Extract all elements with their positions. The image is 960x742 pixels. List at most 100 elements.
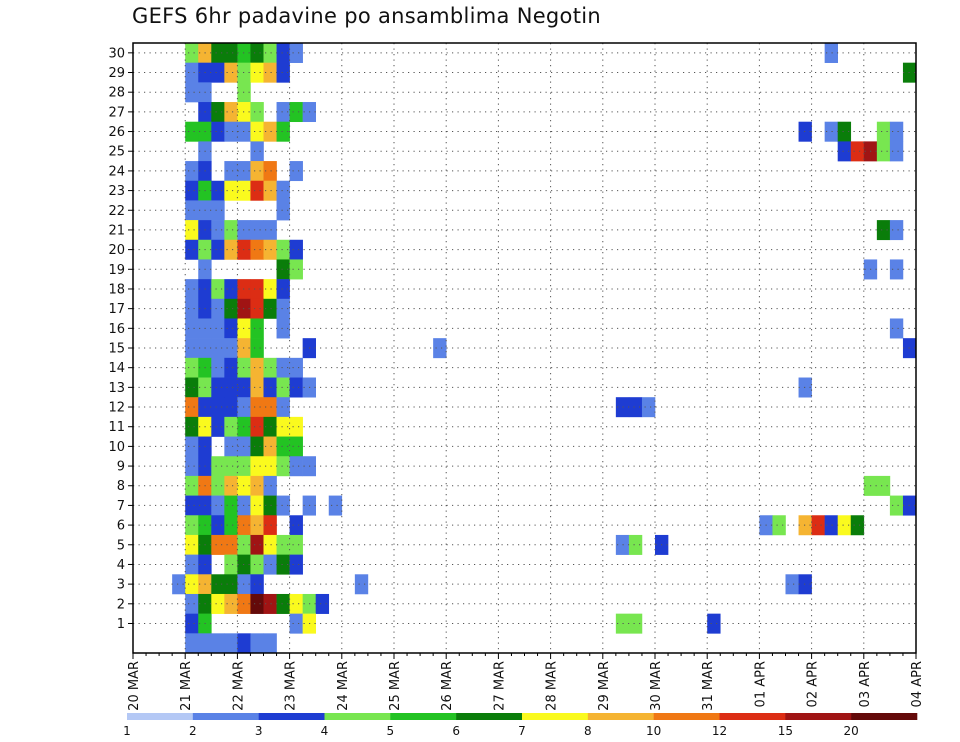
heatmap-cell (876, 220, 891, 241)
heatmap-cell (250, 554, 264, 575)
heatmap-cell (250, 397, 264, 418)
heatmap-cell (250, 534, 264, 555)
heatmap-cell (276, 259, 290, 280)
y-tick-label: 19 (108, 263, 125, 278)
heatmap-cell (628, 397, 643, 418)
y-tick-label: 1 (117, 617, 125, 632)
heatmap-cell (250, 43, 264, 63)
heatmap-cell (211, 200, 225, 221)
heatmap-cell (276, 62, 290, 83)
heatmap-cell (185, 495, 199, 516)
heatmap-cell (276, 357, 290, 378)
heatmap-cell (224, 279, 238, 300)
heatmap-cell (250, 593, 264, 614)
heatmap-cell (889, 141, 904, 162)
heatmap-cell (211, 298, 225, 319)
y-tick-label: 28 (108, 86, 125, 101)
heatmap-cell (224, 377, 238, 398)
heatmap-cell (211, 102, 225, 123)
heatmap-cell (263, 357, 277, 378)
heatmap-cell (628, 534, 643, 555)
heatmap-cell (185, 239, 199, 260)
heatmap-cell (224, 239, 238, 260)
heatmap-cell (289, 456, 303, 477)
heatmap-cell (185, 318, 199, 339)
heatmap-cell (211, 475, 225, 496)
legend-swatch (587, 713, 654, 720)
y-tick-label: 14 (108, 361, 125, 376)
heatmap-cell (824, 43, 838, 63)
heatmap-cell (185, 633, 199, 654)
x-tick-label: 27 MAR (492, 661, 507, 711)
heatmap-cell (811, 515, 825, 536)
heatmap-cell (276, 554, 290, 575)
heatmap-cell (263, 62, 277, 83)
heatmap-cell (263, 397, 277, 418)
heatmap-cell (837, 141, 852, 162)
heatmap-cell (276, 593, 290, 614)
heatmap-cell (185, 62, 199, 83)
heatmap-cell (263, 416, 277, 437)
heatmap-cell (172, 574, 186, 595)
heatmap-cell (276, 495, 290, 516)
heatmap-cell (276, 377, 290, 398)
heatmap-cell (224, 161, 238, 182)
heatmap-cell (889, 121, 904, 142)
y-axis: 1234567891011121314151617181920212223242… (108, 46, 133, 632)
heatmap-cell (276, 43, 290, 63)
x-tick-label: 01 APR (753, 661, 768, 707)
legend-label: 4 (321, 724, 329, 738)
x-axis: 20 MAR 21 MAR 22 MAR 23 MAR 24 MAR 25 MAR 26 M… (127, 653, 925, 711)
heatmap-cell (263, 298, 277, 319)
legend-label: 7 (518, 724, 526, 738)
heatmap-cell (889, 220, 904, 241)
legend-swatch (258, 713, 325, 720)
heatmap-cell (224, 220, 238, 241)
heatmap-cell (211, 593, 225, 614)
heatmap-cell (876, 141, 891, 162)
heatmap-cell (263, 121, 277, 142)
heatmap-cell (263, 180, 277, 201)
heatmap-cell (276, 456, 290, 477)
legend-swatch (851, 713, 918, 720)
y-tick-label: 26 (108, 125, 125, 140)
heatmap-cell (250, 318, 264, 339)
heatmap-cell (276, 279, 290, 300)
heatmap-cell (876, 475, 891, 496)
heatmap-cell (250, 456, 264, 477)
heatmap-cell (224, 515, 238, 536)
legend-swatch (456, 713, 523, 720)
heatmap-cell (185, 456, 199, 477)
heatmap-cell (289, 593, 303, 614)
legend-label: 8 (584, 724, 592, 738)
x-tick-label: 23 MAR (284, 661, 299, 711)
heatmap-cell (824, 515, 838, 536)
x-tick-label: 29 MAR (597, 661, 612, 711)
legend-swatch (390, 713, 457, 720)
heatmap-cell (289, 239, 303, 260)
heatmap-cell (185, 82, 199, 103)
heatmap-cell (263, 161, 277, 182)
y-tick-label: 3 (117, 578, 125, 593)
heatmap-cell (224, 43, 238, 63)
heatmap-cell (224, 338, 238, 359)
y-tick-label: 8 (117, 479, 125, 494)
color-legend: 1 2 3 4 5 6 7 8 10 12 15 20 (123, 713, 918, 738)
legend-label: 1 (123, 724, 131, 738)
heatmap-cell (211, 121, 225, 142)
heatmap-cell (276, 121, 290, 142)
y-tick-label: 20 (108, 243, 125, 258)
heatmap-cell (185, 338, 199, 359)
legend-label: 6 (452, 724, 460, 738)
heatmap-cell (263, 593, 277, 614)
heatmap-cell (198, 633, 212, 654)
y-tick-label: 7 (117, 499, 125, 514)
legend-swatch (127, 713, 194, 720)
heatmap-cell (224, 121, 238, 142)
heatmap-cell (263, 554, 277, 575)
heatmap-cell (250, 141, 264, 162)
heatmap-cell (263, 633, 277, 654)
heatmap-cell (224, 633, 238, 654)
heatmap-cell (250, 62, 264, 83)
legend-label: 12 (712, 724, 727, 738)
